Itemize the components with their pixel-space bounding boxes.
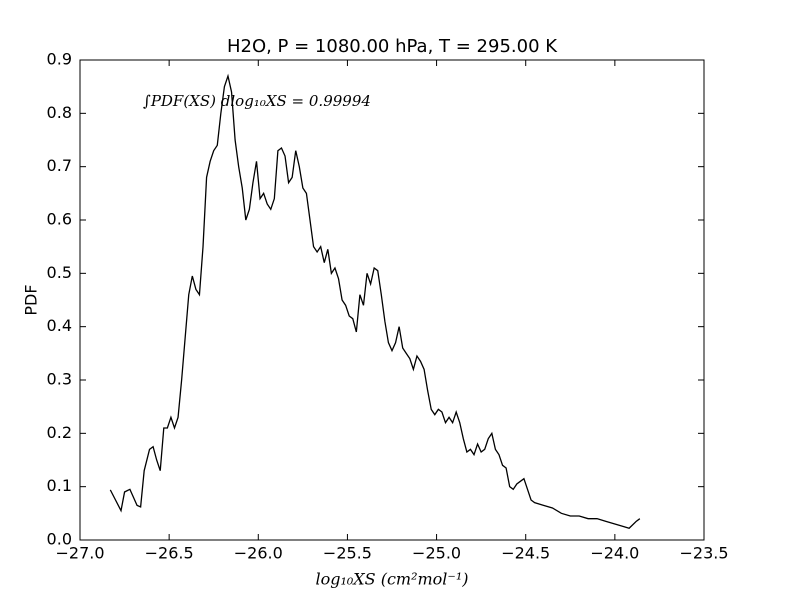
x-tick-label: −27.0 <box>55 544 104 563</box>
y-tick-label: 0.2 <box>47 423 72 442</box>
data-line <box>109 73 641 530</box>
x-axis-label: log₁₀XS (cm²mol⁻¹) <box>315 570 468 589</box>
x-tick-label: −26.5 <box>145 544 194 563</box>
x-tick-label: −24.5 <box>501 544 550 563</box>
y-tick-label: 0.9 <box>47 50 72 69</box>
y-tick-label: 0.5 <box>47 263 72 282</box>
chart-title: H2O, P = 1080.00 hPa, T = 295.00 K <box>227 36 558 57</box>
y-tick-label: 0.0 <box>47 530 72 549</box>
y-axis-label: PDF <box>22 284 41 315</box>
y-tick-label: 0.3 <box>47 370 72 389</box>
y-tick-label: 0.7 <box>47 156 72 175</box>
x-tick-label: −25.5 <box>323 544 372 563</box>
plot-frame <box>79 59 705 541</box>
x-tick-label: −26.0 <box>234 544 283 563</box>
y-tick-label: 0.6 <box>47 210 72 229</box>
y-tick-label: 0.8 <box>47 103 72 122</box>
x-tick-label: −23.5 <box>679 544 728 563</box>
x-tick-label: −25.0 <box>412 544 461 563</box>
y-tick-label: 0.1 <box>47 476 72 495</box>
x-tick-label: −24.0 <box>590 544 639 563</box>
y-tick-label: 0.4 <box>47 316 72 335</box>
annotation: ∫PDF(XS) dlog₁₀XS = 0.99994 <box>143 92 371 110</box>
